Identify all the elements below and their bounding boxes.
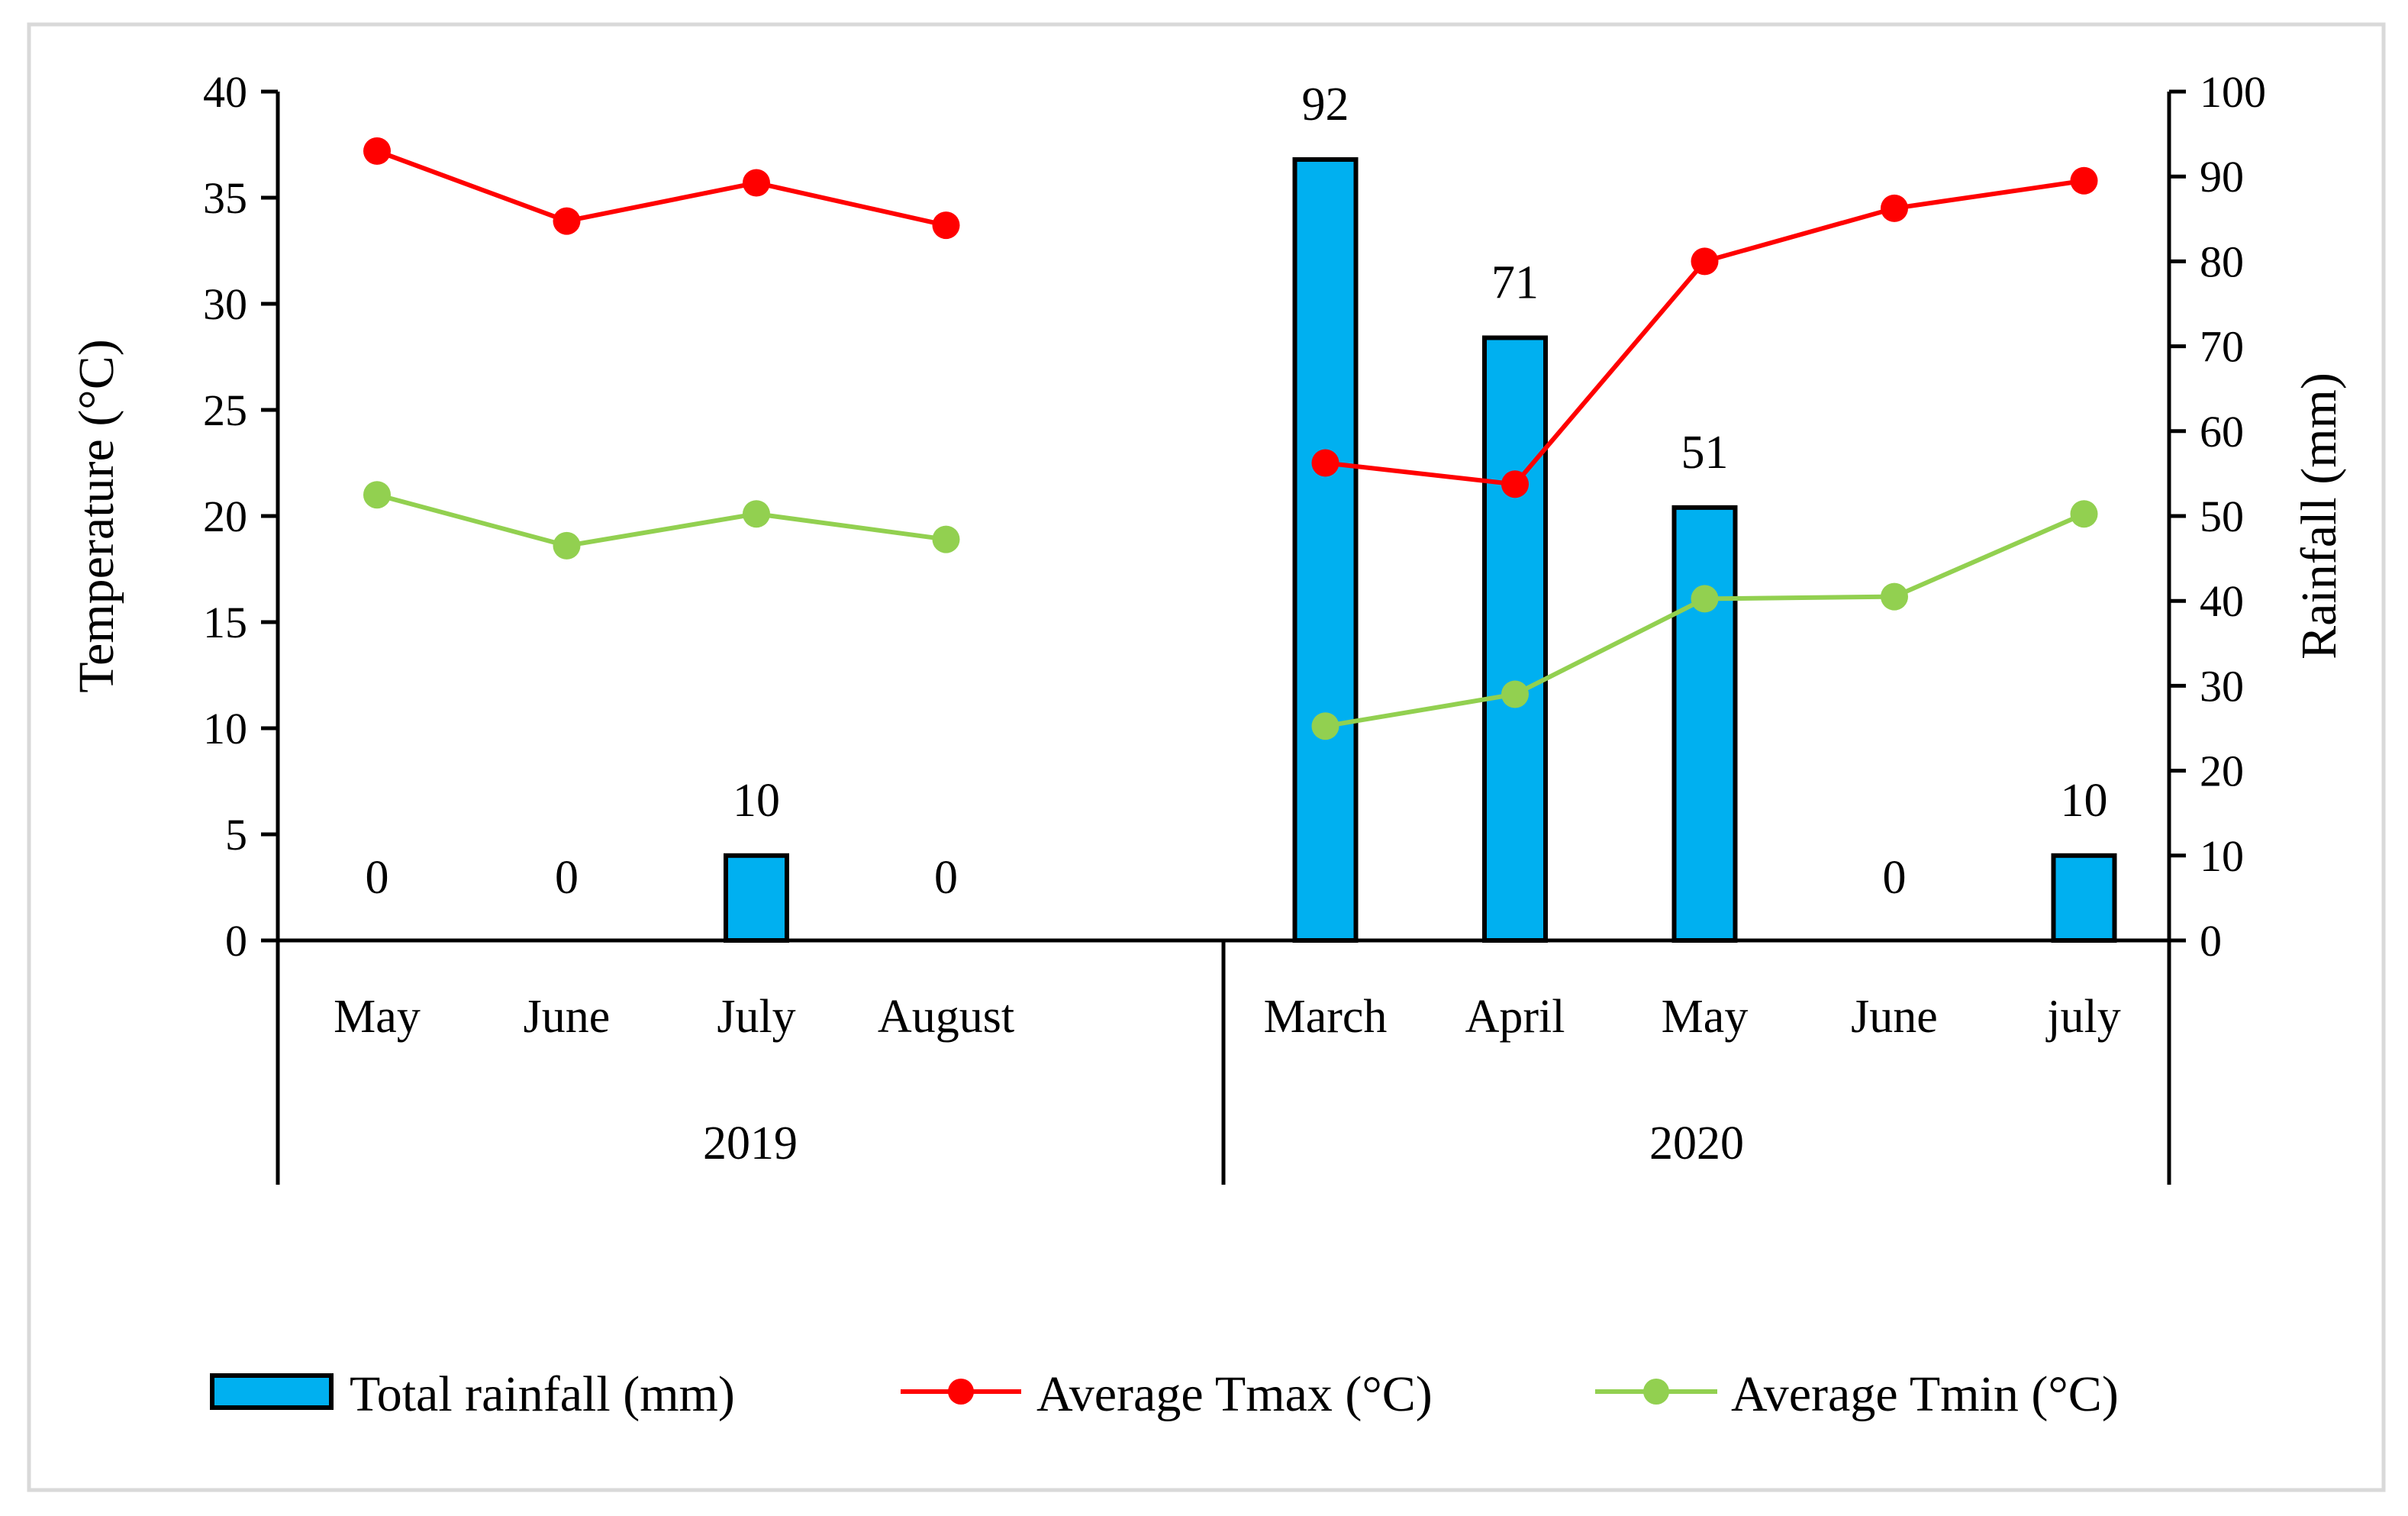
y-tick-label-left: 25 bbox=[203, 385, 247, 435]
rainfall-bar bbox=[1671, 505, 1738, 943]
rainfall-data-label: 0 bbox=[366, 852, 389, 904]
rainfall-data-label: 0 bbox=[934, 852, 958, 904]
tmin-point bbox=[932, 525, 960, 553]
tmin-point bbox=[363, 481, 391, 509]
y-tick-label-left: 0 bbox=[225, 916, 247, 966]
tmax-point bbox=[553, 207, 581, 235]
legend-swatch-tmin-marker bbox=[1643, 1379, 1669, 1405]
y-axis-title-left: Temperature (°C) bbox=[69, 339, 124, 692]
y-tick-label-left: 5 bbox=[225, 810, 247, 860]
tmax-point bbox=[1501, 470, 1529, 498]
rainfall-bar bbox=[2051, 853, 2117, 943]
tmax-line bbox=[376, 149, 947, 228]
bars-layer bbox=[724, 156, 2117, 943]
x-category-label: July bbox=[717, 991, 795, 1043]
rainfall-data-label: 71 bbox=[1491, 256, 1539, 308]
x-group-label-2020: 2020 bbox=[1649, 1118, 1744, 1169]
y-tick-label-left: 10 bbox=[203, 704, 247, 753]
tmax-point bbox=[743, 169, 770, 197]
legend: Total rainfall (mm) Average Tmax (°C) Av… bbox=[210, 1366, 2119, 1422]
y-tick-label-left: 40 bbox=[203, 67, 247, 117]
lines-layer bbox=[363, 137, 2098, 740]
y-tick-label-left: 20 bbox=[203, 492, 247, 541]
tmin-point bbox=[1881, 582, 1908, 611]
rainfall-data-label: 51 bbox=[1681, 427, 1729, 479]
x-category-label: May bbox=[1662, 991, 1749, 1043]
rainfall-data-label: 0 bbox=[1883, 852, 1907, 904]
legend-label-tmin: Average Tmin (°C) bbox=[1731, 1366, 2119, 1422]
tmax-point bbox=[1691, 247, 1719, 276]
y-tick-label-right: 20 bbox=[2200, 747, 2244, 796]
rainfall-data-label: 0 bbox=[555, 852, 579, 904]
tmin-line bbox=[376, 492, 946, 548]
x-category-label: May bbox=[334, 991, 421, 1043]
tmax-point bbox=[1881, 194, 1908, 222]
chart-border bbox=[27, 22, 2386, 1492]
tmin-point bbox=[743, 500, 770, 528]
x-category-label: july bbox=[2045, 991, 2120, 1043]
legend-swatch-rainfall bbox=[210, 1373, 334, 1410]
x-category-label: June bbox=[524, 991, 611, 1043]
y-tick-label-left: 30 bbox=[203, 279, 247, 329]
rainfall-data-label: 92 bbox=[1302, 79, 1349, 131]
y-tick-label-left: 35 bbox=[203, 173, 247, 223]
y-tick-label-right: 50 bbox=[2200, 492, 2244, 541]
y-tick-label-right: 30 bbox=[2200, 661, 2244, 711]
y-tick-label-right: 80 bbox=[2200, 237, 2244, 286]
legend-label-tmax: Average Tmax (°C) bbox=[1036, 1366, 1433, 1422]
tmin-point bbox=[1691, 585, 1719, 613]
rainfall-data-label: 10 bbox=[733, 775, 780, 827]
y-tick-label-right: 0 bbox=[2200, 916, 2222, 966]
y-tick-label-left: 15 bbox=[203, 598, 247, 647]
tmax-point bbox=[1311, 449, 1339, 477]
y-tick-label-right: 60 bbox=[2200, 407, 2244, 456]
legend-label-rainfall: Total rainfall (mm) bbox=[350, 1366, 735, 1422]
tmin-point bbox=[553, 531, 581, 560]
x-category-label: August bbox=[878, 991, 1014, 1043]
tmin-point bbox=[2070, 500, 2098, 528]
y-tick-label-right: 100 bbox=[2200, 67, 2266, 117]
tmin-point bbox=[1311, 712, 1339, 740]
rainfall-bar bbox=[1292, 156, 1359, 943]
x-category-label: June bbox=[1851, 991, 1938, 1043]
y-axis-title-right: Rainfall (mm) bbox=[2291, 373, 2347, 660]
y-tick-label-right: 10 bbox=[2200, 831, 2244, 881]
y-tick-label-right: 70 bbox=[2200, 322, 2244, 372]
rainfall-data-label: 10 bbox=[2061, 775, 2108, 827]
x-group-label-2019: 2019 bbox=[703, 1118, 798, 1169]
tmax-point bbox=[363, 137, 391, 165]
tmin-point bbox=[1501, 680, 1529, 708]
labels-layer: May June July August March April May June july 20… bbox=[334, 79, 2121, 1169]
rainfall-bar bbox=[724, 853, 789, 943]
rainfall-bar bbox=[1482, 335, 1548, 943]
legend-swatch-tmax-marker bbox=[948, 1379, 974, 1405]
tmax-point bbox=[2070, 166, 2098, 195]
tmax-point bbox=[932, 211, 960, 240]
y-tick-label-right: 90 bbox=[2200, 152, 2244, 202]
x-category-label: April bbox=[1465, 991, 1565, 1043]
y-tick-label-right: 40 bbox=[2200, 576, 2244, 626]
x-category-label: March bbox=[1264, 991, 1388, 1043]
